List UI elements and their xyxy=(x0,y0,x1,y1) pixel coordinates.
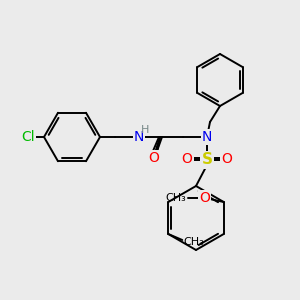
Text: CH₃: CH₃ xyxy=(165,193,186,203)
Text: H: H xyxy=(141,125,149,135)
Text: S: S xyxy=(202,152,212,167)
Text: Cl: Cl xyxy=(21,130,35,144)
Text: O: O xyxy=(182,152,192,166)
Text: CH₃: CH₃ xyxy=(183,237,204,247)
Text: N: N xyxy=(134,130,144,144)
Text: O: O xyxy=(222,152,232,166)
Text: O: O xyxy=(199,191,210,205)
Text: N: N xyxy=(202,130,212,144)
Text: O: O xyxy=(148,151,159,165)
